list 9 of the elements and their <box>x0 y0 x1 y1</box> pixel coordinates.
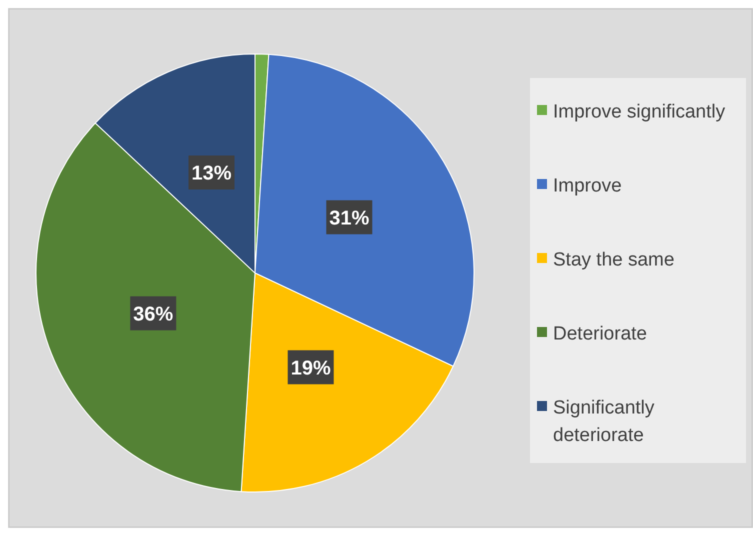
data-label: 31% <box>329 207 370 230</box>
data-label: 13% <box>191 162 232 185</box>
legend-label: Improve <box>553 176 622 197</box>
legend-label: Stay the same <box>553 250 674 271</box>
data-label: 19% <box>290 357 331 380</box>
legend-label: Significantly deteriorate <box>553 398 655 446</box>
legend-label: Improve significantly <box>553 102 726 123</box>
legend-label: Deteriorate <box>553 324 647 345</box>
data-label: 36% <box>133 303 174 326</box>
